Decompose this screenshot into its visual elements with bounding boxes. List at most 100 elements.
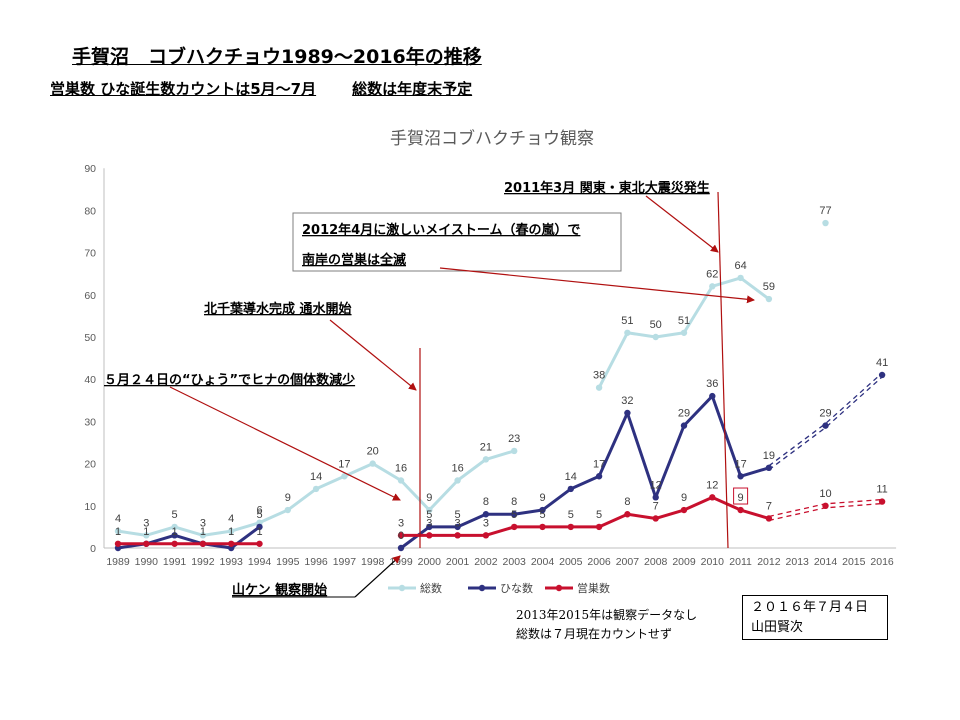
total-point: [652, 333, 659, 341]
nests-data-label: 1: [256, 526, 262, 538]
chicks-point: [397, 544, 405, 552]
x-tick-label: 2013: [786, 556, 810, 568]
total-point: [143, 532, 150, 539]
chicks-data-label: 29: [678, 408, 690, 420]
nests-data-label: 5: [539, 509, 545, 521]
chicks-point: [878, 371, 886, 379]
x-tick-label: 2009: [672, 556, 696, 568]
nests-data-label: 3: [483, 517, 489, 529]
chart-title: 手賀沼コブハクチョウ観察: [390, 128, 594, 149]
nests-point: [595, 523, 603, 531]
chicks-projection-line: [768, 376, 883, 471]
chicks-legend-label: ひな数: [500, 582, 533, 595]
chicks-point: [171, 532, 178, 539]
x-tick-label: 2016: [870, 556, 894, 568]
chicks-legend-marker: [478, 584, 486, 592]
nests-data-label: 1: [172, 526, 178, 538]
chicks-data-label: 5: [426, 509, 432, 521]
y-tick-label: 90: [84, 163, 96, 175]
nests-point: [765, 515, 773, 522]
chicks-data-label: 5: [256, 509, 262, 521]
nests-point: [822, 502, 829, 509]
total-point: [426, 506, 433, 514]
chicks-data-label: 14: [565, 471, 577, 483]
arrow-hail: [169, 386, 401, 501]
total-point: [624, 329, 631, 336]
chicks-point: [624, 409, 631, 417]
total-point: [228, 527, 235, 535]
total-point: [312, 485, 320, 493]
x-tick-label: 2014: [814, 556, 838, 568]
chicks-point: [737, 473, 744, 480]
chicks-data-label: 0: [398, 530, 404, 542]
nests-point: [680, 506, 688, 514]
arrow-storm: [439, 267, 755, 304]
nests-data-label: 3: [398, 517, 404, 529]
chicks-data-label: 8: [511, 496, 517, 508]
annotation-storm-line1: 2012年4月に激しいメイストーム（春の嵐）で: [302, 222, 580, 238]
chicks-point: [256, 523, 263, 531]
nests-data-label: 5: [511, 509, 517, 521]
chicks-data-label: 9: [539, 492, 545, 504]
nests-point: [454, 532, 461, 539]
y-tick-label: 30: [84, 416, 96, 428]
chicks-projection-line: [768, 372, 883, 467]
chicks-point: [822, 422, 829, 429]
total-point: [709, 283, 716, 290]
total-point: [369, 460, 376, 467]
nests-point: [397, 532, 405, 539]
nests-point: [256, 540, 263, 547]
annotation-water-channel: 北千葉導水完成 通水開始: [204, 301, 352, 317]
total-point: [199, 532, 207, 539]
subline-right: 総数は年度末予定: [352, 80, 473, 98]
total-legend-label: 総数: [420, 581, 442, 595]
page-subheadline: 営巣数 ひな誕生数カウントは5月～7月 総数は年度末予定: [50, 78, 472, 99]
nests-data-label: 7: [766, 500, 772, 512]
total-point: [595, 384, 603, 391]
total-data-label: 14: [310, 471, 322, 483]
total-data-label: 3: [200, 517, 206, 529]
chicks-point: [680, 422, 688, 429]
annotation-storm-line2: 南岸の営巣は全滅: [302, 252, 406, 268]
total-data-label: 23: [508, 433, 520, 445]
x-tick-label: 1991: [163, 556, 187, 568]
total-point: [341, 473, 348, 480]
total-data-label: 9: [285, 492, 291, 504]
total-data-label: 51: [621, 315, 633, 327]
total-point: [171, 523, 178, 531]
chicks-data-label: 36: [706, 378, 718, 390]
x-tick-label: 2010: [701, 556, 725, 568]
nests-point: [737, 506, 744, 514]
y-tick-label: 40: [84, 374, 96, 386]
nests-point: [114, 540, 122, 547]
chicks-data-label: 19: [763, 450, 775, 462]
nests-data-label: 8: [624, 496, 630, 508]
nests-data-label: 7: [653, 500, 659, 512]
chicks-point: [567, 485, 574, 493]
nests-data-label: 1: [115, 526, 121, 538]
chicks-point: [765, 464, 773, 472]
signature-date: ２０１６年７月４日: [751, 600, 869, 615]
nests-data-label: 5: [568, 509, 574, 521]
data-note: 2013年2015年は観察データなし 総数は７月現在カウントせず: [516, 606, 697, 644]
nests-point: [143, 540, 150, 547]
nests-point: [878, 498, 886, 505]
y-tick-label: 0: [90, 543, 96, 555]
x-tick-label: 2012: [757, 556, 781, 568]
total-data-label: 5: [172, 509, 178, 521]
total-data-label: 4: [228, 513, 234, 525]
total-data-label: 16: [395, 462, 407, 474]
x-tick-label: 2002: [474, 556, 498, 568]
nests-data-label: 9: [738, 492, 744, 504]
total-point: [822, 219, 829, 227]
nests-point: [482, 532, 490, 539]
chicks-point: [595, 473, 603, 480]
total-data-label: 20: [367, 446, 379, 458]
subline-left: 営巣数 ひな誕生数カウントは5月～7月: [50, 80, 317, 98]
total-point: [511, 447, 518, 455]
arrow-earthquake: [645, 195, 719, 253]
y-tick-label: 70: [84, 248, 96, 260]
chicks-point: [539, 506, 546, 514]
x-tick-label: 1989: [106, 556, 130, 568]
total-data-label: 9: [426, 492, 432, 504]
